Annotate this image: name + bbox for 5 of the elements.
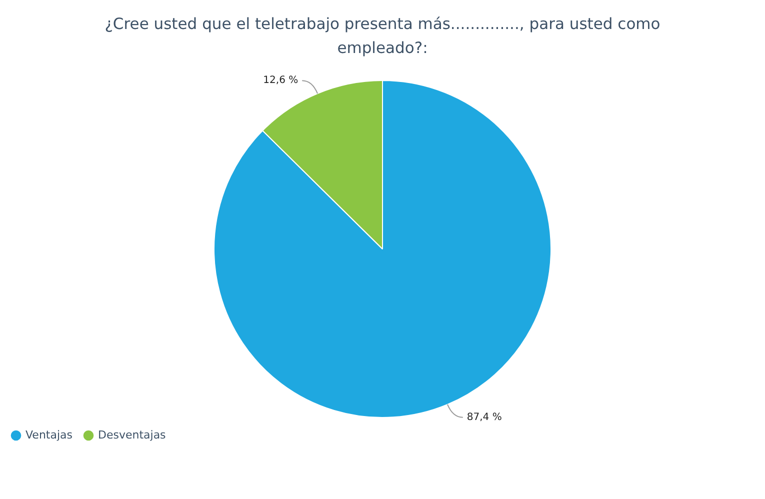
data-label: 12,6 % (263, 75, 298, 86)
legend-label: Desventajas (98, 428, 166, 442)
data-label: 87,4 % (466, 412, 502, 423)
legend-label: Ventajas (26, 428, 73, 442)
chart-title: ¿Cree usted que el teletrabajo presenta más.............., para usted como empleado?: (104, 14, 662, 59)
